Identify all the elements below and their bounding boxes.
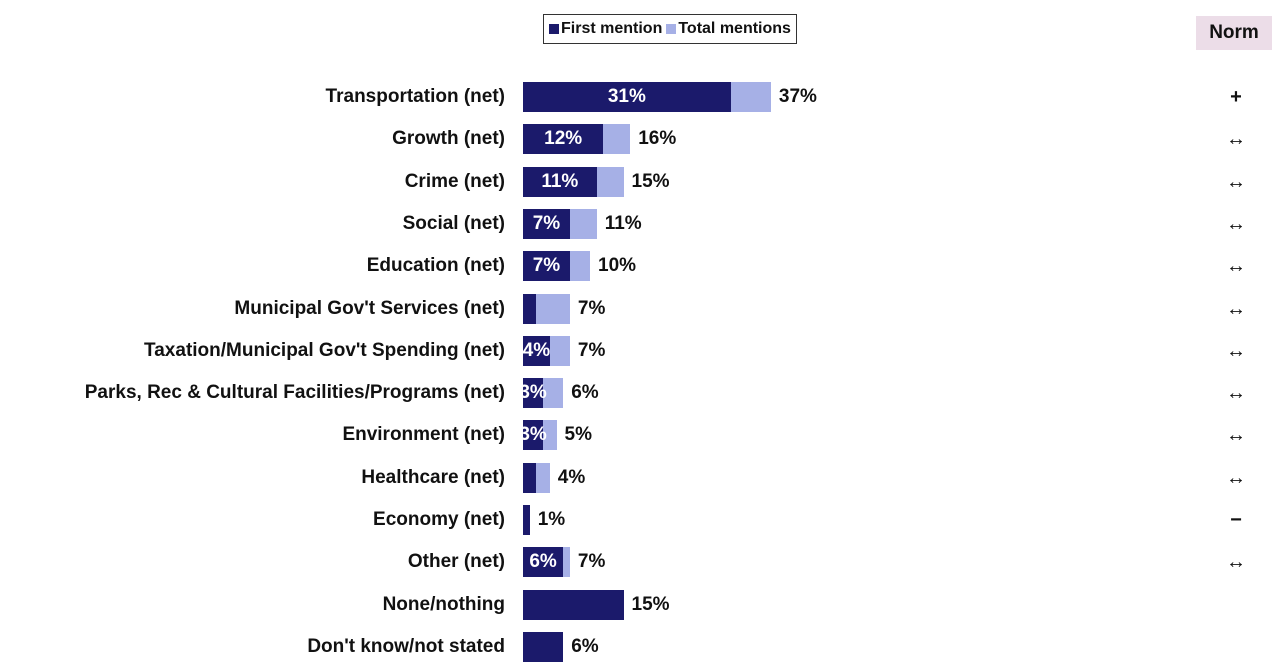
bar-first-mention (523, 82, 731, 112)
norm-indicator: − (1230, 509, 1242, 531)
norm-indicator: ↔ (1226, 128, 1246, 151)
category-label: Education (net) (366, 255, 505, 277)
total-mentions-value-label: 5% (564, 424, 592, 446)
bar-first-mention (523, 166, 597, 197)
bar-first-mention (523, 505, 530, 535)
category-label: Social (net) (402, 212, 505, 234)
category-label: Economy (net) (373, 509, 505, 530)
category-label: Crime (net) (404, 170, 505, 192)
bar-first-mention (523, 335, 550, 366)
bar-first-mention (523, 589, 624, 620)
first-mention-value-label: 12% (544, 128, 583, 150)
first-mention-value-label: 31% (607, 86, 646, 107)
bar-first-mention (523, 208, 570, 239)
bar-first-mention (523, 378, 544, 409)
first-mention-value-label: 4% (522, 339, 551, 361)
total-mentions-value-label: 7% (577, 551, 606, 573)
total-mentions-value-label: 15% (631, 593, 670, 615)
first-mention-value-label: 11% (541, 170, 579, 192)
total-mentions-value-label: 6% (571, 635, 599, 657)
bar-first-mention (523, 420, 544, 451)
total-mentions-value-label: 4% (557, 466, 586, 488)
category-label: Taxation/Municipal Gov't Spending (net) (144, 339, 505, 361)
bar-first-mention (523, 293, 537, 324)
norm-indicator: + (1230, 86, 1242, 108)
bar-first-mention (523, 547, 564, 578)
total-mentions-value-label: 7% (577, 339, 606, 361)
norm-indicator: ↔ (1226, 212, 1246, 235)
bar-first-mention (523, 251, 570, 282)
norm-indicator: ↔ (1226, 382, 1246, 405)
category-label: Parks, Rec & Cultural Facilities/Program… (84, 382, 505, 404)
norm-indicator: ↔ (1226, 170, 1246, 193)
first-mention-value-label: 7% (532, 255, 561, 277)
category-label: None/nothing (382, 593, 505, 615)
legend-item-total-mentions: Total mentions (666, 20, 791, 38)
norm-indicator: ↔ (1226, 297, 1246, 320)
total-mentions-value-label: 16% (638, 128, 677, 150)
category-label: Growth (net) (392, 128, 505, 150)
first-mention-value-label: 6% (529, 551, 557, 573)
category-label: Environment (net) (342, 424, 505, 446)
bar-first-mention (523, 462, 537, 493)
norm-header: Norm (1196, 16, 1272, 50)
category-label: Transportation (net) (325, 86, 505, 107)
total-mentions-value-label: 11% (604, 212, 642, 234)
total-mentions-value-label: 10% (598, 255, 637, 277)
total-mentions-value-label: 15% (631, 170, 670, 192)
legend: First mention Total mentions (543, 14, 797, 44)
legend-label-first-mention: First mention (561, 20, 663, 37)
category-label: Other (net) (407, 551, 505, 573)
norm-indicator: ↔ (1226, 339, 1246, 362)
total-mentions-value-label: 7% (577, 297, 606, 319)
legend-swatch-total-mentions (666, 24, 677, 34)
first-mention-value-label: 3% (519, 382, 547, 404)
total-mentions-value-label: 37% (778, 86, 817, 107)
total-mentions-value-label: 1% (537, 509, 566, 530)
first-mention-value-label: 7% (532, 212, 561, 234)
legend-label-total-mentions: Total mentions (678, 20, 791, 37)
bar-first-mention (523, 631, 564, 662)
category-label: Don't know/not stated (307, 635, 505, 657)
bar-first-mention (523, 124, 604, 155)
first-mention-value-label: 3% (519, 424, 547, 446)
total-mentions-value-label: 6% (571, 382, 599, 404)
norm-indicator: ↔ (1226, 551, 1246, 574)
norm-indicator: ↔ (1226, 255, 1246, 278)
legend-swatch-first-mention (549, 24, 559, 34)
norm-indicator: ↔ (1226, 424, 1246, 447)
norm-indicator: ↔ (1226, 466, 1246, 489)
category-label: Municipal Gov't Services (net) (234, 297, 505, 319)
category-label: Healthcare (net) (361, 466, 505, 488)
legend-item-first-mention: First mention (549, 20, 662, 38)
